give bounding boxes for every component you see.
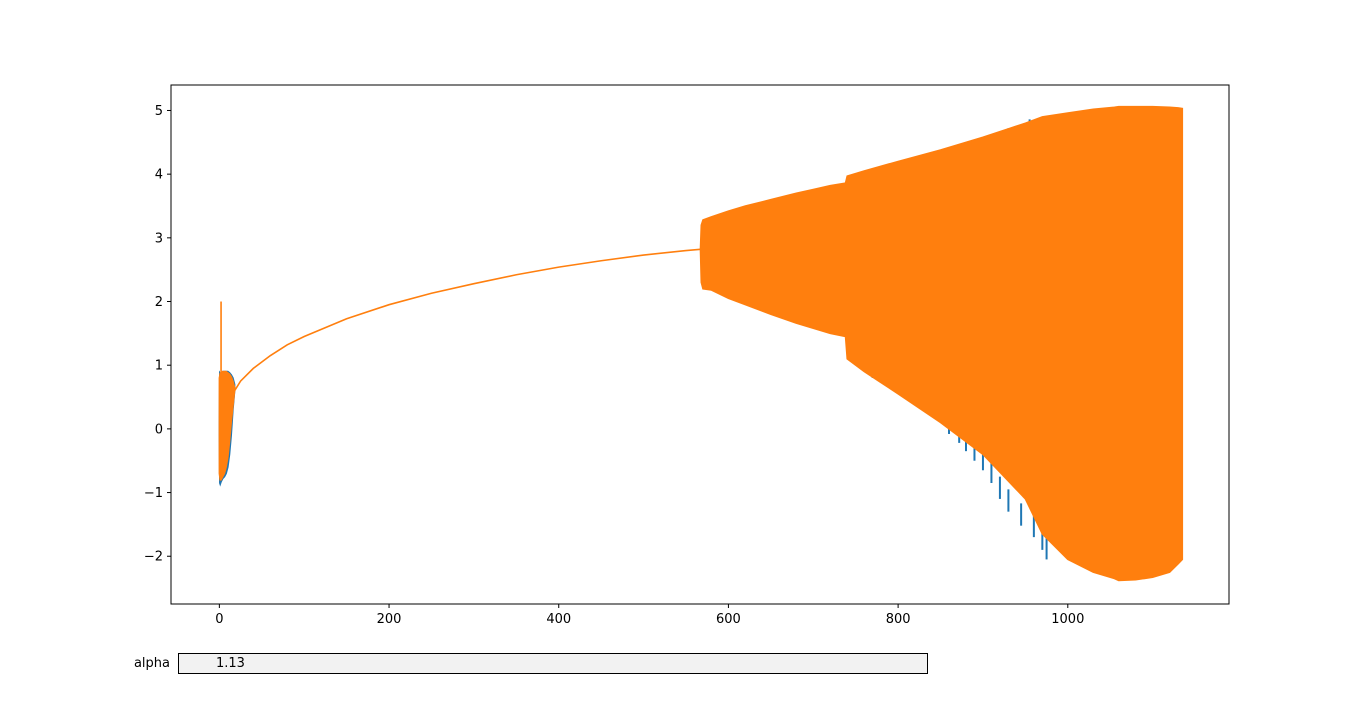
y-tick-label: 1 [155, 359, 163, 374]
y-tick-label: 2 [155, 295, 163, 310]
x-tick-label: 1000 [1051, 612, 1084, 627]
y-axis: −2 −1 0 1 2 3 4 5 [144, 104, 171, 565]
y-tick-label: 3 [155, 231, 163, 246]
axes-frame [170, 84, 1230, 605]
alpha-label: alpha [133, 656, 170, 671]
x-tick-label: 600 [716, 612, 741, 627]
series-layer [218, 105, 1184, 582]
plot-area [170, 84, 1230, 605]
x-tick-label: 0 [215, 612, 223, 627]
y-tick-label: 4 [155, 168, 163, 183]
x-tick-label: 200 [377, 612, 402, 627]
y-tick-label: 0 [155, 422, 163, 437]
series-2-line [233, 248, 701, 392]
x-axis: 0 200 400 600 800 1000 [215, 604, 1084, 627]
alpha-value: 1.13 [216, 656, 245, 671]
y-tick-label: −1 [144, 486, 163, 501]
alpha-textbox[interactable]: 1.13 [178, 653, 928, 674]
series-2-oscillation-band [699, 105, 1184, 582]
y-tick-label: 5 [155, 104, 163, 119]
x-tick-label: 400 [546, 612, 571, 627]
x-tick-label: 800 [886, 612, 911, 627]
y-tick-label: −2 [144, 550, 163, 565]
